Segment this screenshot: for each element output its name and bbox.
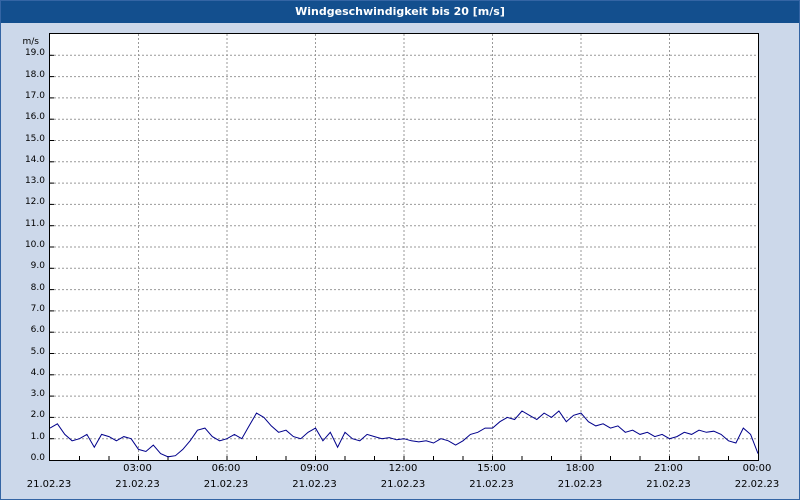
y-tick-label: 14.0 [24, 154, 45, 165]
x-tick-date-label: 21.02.23 [380, 479, 426, 490]
x-tick-time-label: 21:00 [654, 463, 683, 474]
y-tick-label: 9.0 [30, 261, 45, 272]
wind-speed-chart-svg [50, 34, 758, 460]
y-tick-label: 17.0 [24, 90, 45, 101]
x-tick-date-label: 21.02.23 [646, 479, 691, 490]
y-tick-label: 6.0 [30, 325, 45, 336]
x-tick-time-label: 06:00 [211, 463, 241, 474]
wind-speed-line [50, 410, 758, 458]
x-tick-date-label: 22.02.23 [734, 479, 780, 490]
y-tick-label: 4.0 [30, 367, 45, 378]
x-tick-date-label: 21.02.23 [292, 479, 337, 490]
y-tick-label: 8.0 [30, 282, 45, 293]
x-tick-time-label: 00:00 [742, 463, 772, 474]
y-tick-label: 11.0 [24, 218, 45, 229]
y-tick-label: 15.0 [24, 133, 45, 144]
plot-area [49, 33, 759, 461]
y-axis-unit-label: m/s [22, 37, 40, 47]
x-tick-time-label: 15:00 [477, 463, 506, 474]
x-tick-time-label: 12:00 [388, 463, 418, 474]
y-tick-label: 3.0 [30, 389, 45, 400]
y-tick-label: 2.0 [30, 410, 45, 421]
y-tick-label: 7.0 [30, 303, 45, 314]
y-tick-label: 1.0 [30, 431, 45, 442]
y-tick-label: 12.0 [24, 197, 45, 208]
y-tick-label: 0.0 [30, 453, 45, 463]
y-tick-label: 10.0 [24, 240, 45, 250]
x-tick-date-label: 21.02.23 [469, 479, 514, 490]
x-tick-date-label: 21.02.23 [115, 479, 160, 490]
x-tick-time-label: 03:00 [123, 463, 152, 474]
x-tick-time-label: 18:00 [565, 463, 595, 474]
chart-title-bar: Windgeschwindigkeit bis 20 [m/s] [1, 1, 799, 23]
chart-title: Windgeschwindigkeit bis 20 [m/s] [295, 5, 505, 18]
x-tick-time-label: 09:00 [300, 463, 329, 474]
x-tick-date-label: 21.02.23 [203, 479, 249, 490]
y-tick-label: 5.0 [30, 346, 45, 357]
x-tick-date-label: 21.02.23 [26, 479, 72, 490]
y-tick-label: 19.0 [24, 48, 45, 59]
y-tick-label: 16.0 [24, 112, 45, 123]
x-tick-date-label: 21.02.23 [557, 479, 603, 490]
y-tick-label: 18.0 [24, 69, 45, 80]
y-tick-label: 13.0 [24, 176, 45, 187]
